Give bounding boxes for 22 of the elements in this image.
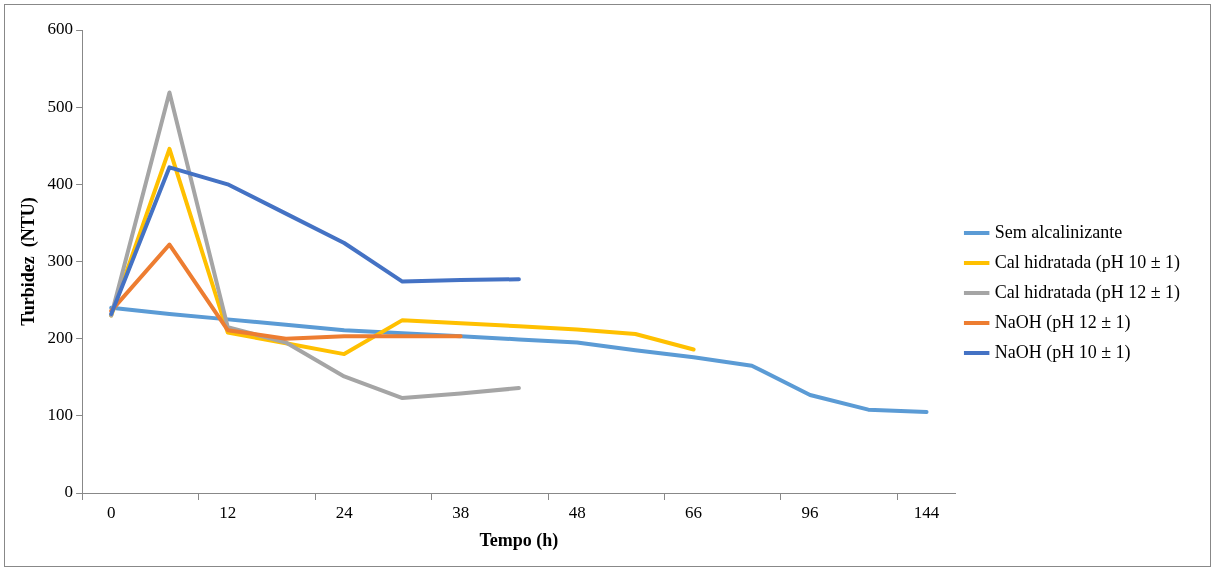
y-tick-label: 100	[47, 405, 74, 425]
legend-label: NaOH (pH 12 ± 1)	[994, 311, 1131, 333]
x-tick-label: 144	[913, 502, 940, 522]
legend-label: Sem alcalinizante	[994, 221, 1123, 242]
x-tick-label: 48	[568, 502, 586, 522]
x-tick-label: 38	[452, 502, 470, 522]
y-tick-label: 0	[64, 482, 74, 502]
y-tick-label: 200	[47, 328, 74, 348]
legend-label: Cal hidratada (pH 12 ± 1)	[994, 281, 1181, 303]
y-axis-title: Turbidez (NTU)	[18, 197, 40, 326]
x-tick-label: 24	[335, 502, 354, 522]
y-tick-label: 500	[47, 96, 74, 116]
y-tick-label: 400	[47, 173, 74, 193]
y-tick-label: 300	[47, 250, 74, 270]
legend-label: Cal hidratada (pH 10 ± 1)	[994, 251, 1181, 273]
y-tick-label: 600	[47, 19, 74, 39]
legend-label: NaOH (pH 10 ± 1)	[994, 341, 1131, 363]
x-tick-label: 0	[106, 502, 116, 522]
x-tick-label: 66	[685, 502, 703, 522]
x-tick-label: 96	[801, 502, 819, 522]
x-tick-label: 12	[219, 502, 237, 522]
x-axis-title: Tempo (h)	[479, 529, 559, 551]
